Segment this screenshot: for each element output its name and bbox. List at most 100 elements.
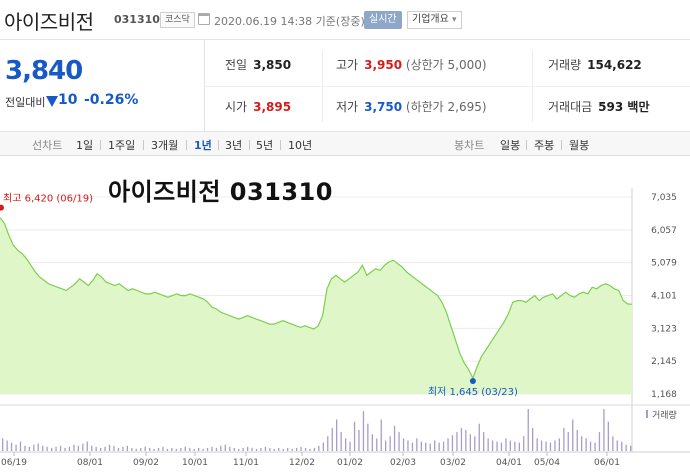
volume-bar xyxy=(291,448,293,451)
volume-bar xyxy=(42,445,44,452)
calendar-icon xyxy=(198,13,210,25)
y-tick-label: 1,168 xyxy=(651,390,677,400)
low-value: 3,750 xyxy=(364,100,403,114)
volume-bar xyxy=(340,432,342,451)
tab-1w[interactable]: 1주일 xyxy=(108,139,136,152)
x-tick-label: 09/02 xyxy=(133,458,159,468)
tab-daily-candle[interactable]: 일봉 xyxy=(500,139,521,152)
x-tick-label: 06/19 xyxy=(1,458,27,468)
open-value: 3,895 xyxy=(253,100,292,114)
volume-bar xyxy=(549,442,552,451)
change-percent: -0.26% xyxy=(84,92,139,108)
volume-bar xyxy=(505,438,507,451)
volume-bar xyxy=(598,432,601,451)
volume-bar xyxy=(117,447,120,451)
volume-bar xyxy=(491,440,494,451)
low-label: 저가 xyxy=(336,100,359,114)
volume-bar xyxy=(140,447,142,451)
tab-monthly-candle[interactable]: 월봉 xyxy=(569,139,590,152)
volume-bar xyxy=(247,446,249,451)
current-price: 3,840 xyxy=(5,56,83,86)
volume-bar xyxy=(447,438,449,451)
volume-bar xyxy=(282,448,284,451)
volume-bar xyxy=(621,441,623,452)
volume-bar xyxy=(536,438,538,451)
tab-3m[interactable]: 3개월 xyxy=(151,139,179,152)
volume-bar xyxy=(616,440,618,451)
volume-legend-label: 거래량 xyxy=(652,409,677,421)
volume-bar xyxy=(500,442,503,451)
volume-bar xyxy=(358,430,360,451)
down-arrow-icon xyxy=(46,96,58,107)
volume-bar xyxy=(91,445,93,452)
volume-bar xyxy=(469,434,471,451)
tab-1d[interactable]: 1일 xyxy=(76,139,94,152)
x-tick-label: 04/01 xyxy=(496,458,522,468)
volume-bar xyxy=(166,448,169,451)
basis-date: 2020.06.19 14:38 기준(장중) xyxy=(214,15,365,28)
tab-1y[interactable]: 1년 xyxy=(194,139,212,152)
volume-bar xyxy=(15,444,17,451)
tab-3y[interactable]: 3년 xyxy=(225,139,243,152)
volume-bar xyxy=(532,427,534,451)
x-tick-label: 12/02 xyxy=(289,458,315,468)
x-tick-label: 10/01 xyxy=(182,458,208,468)
volume-bar xyxy=(523,436,525,451)
y-tick-label: 4,101 xyxy=(651,292,677,302)
volume-bar xyxy=(545,441,547,452)
volume-bar xyxy=(269,447,271,451)
volume-bar xyxy=(353,421,356,451)
x-tick-label: 06/01 xyxy=(594,458,620,468)
volume-bar xyxy=(483,432,485,451)
lower-limit: (하한가 2,695) xyxy=(405,100,487,114)
volume-bar xyxy=(273,448,275,451)
volume-bar xyxy=(6,440,8,451)
volume-bar xyxy=(438,442,440,451)
volume-bar xyxy=(86,441,88,452)
volume-bar xyxy=(416,438,418,451)
volume-bar xyxy=(594,442,596,451)
trade-value-amount: 593 백만 xyxy=(598,100,650,114)
y-tick-label: 6,057 xyxy=(651,226,677,236)
volume-bar xyxy=(104,446,106,451)
volume-bar xyxy=(153,448,155,451)
volume-bar xyxy=(220,445,222,452)
volume-bar xyxy=(478,423,480,451)
volume-bar xyxy=(411,442,414,451)
volume-bar xyxy=(296,447,298,451)
volume-bar xyxy=(393,425,396,451)
realtime-button[interactable]: 실시간 xyxy=(364,11,402,29)
volume-bar xyxy=(251,447,253,451)
tab-5y[interactable]: 5년 xyxy=(256,139,274,152)
volume-bar xyxy=(322,442,324,451)
company-overview-button[interactable]: 기업개요 ▾ xyxy=(407,11,462,29)
y-tick-label: 5,079 xyxy=(651,259,677,269)
volume-bar xyxy=(625,444,627,451)
volume-bar xyxy=(229,446,231,451)
volume-value: 154,622 xyxy=(587,58,642,72)
volume-bar xyxy=(255,448,258,451)
candle-chart-label: 봉차트 xyxy=(454,139,485,152)
volume-bar xyxy=(509,440,511,451)
tab-weekly-candle[interactable]: 주봉 xyxy=(534,139,555,152)
upper-limit: (상한가 5,000) xyxy=(405,58,487,72)
volume-bar xyxy=(603,409,605,451)
volume-bar xyxy=(304,447,307,451)
volume-bar xyxy=(434,440,436,451)
volume-bar xyxy=(518,442,520,451)
tab-10y[interactable]: 10년 xyxy=(288,139,313,152)
volume-bar xyxy=(514,441,516,452)
high-label: 고가 xyxy=(336,58,359,72)
volume-bar xyxy=(309,448,311,451)
volume-bar xyxy=(206,447,209,451)
volume-bar xyxy=(180,447,182,451)
trade-value: 거래대금 593 백만 xyxy=(548,98,649,115)
volume-bar xyxy=(224,444,226,451)
volume-bar xyxy=(59,445,62,452)
volume-bar xyxy=(563,427,565,451)
volume-bar xyxy=(33,444,35,451)
y-axis: 7,035 6,057 5,079 4,101 3,123 2,145 1,168 xyxy=(651,193,677,400)
volume-bar xyxy=(318,445,320,452)
price-area xyxy=(0,217,632,394)
